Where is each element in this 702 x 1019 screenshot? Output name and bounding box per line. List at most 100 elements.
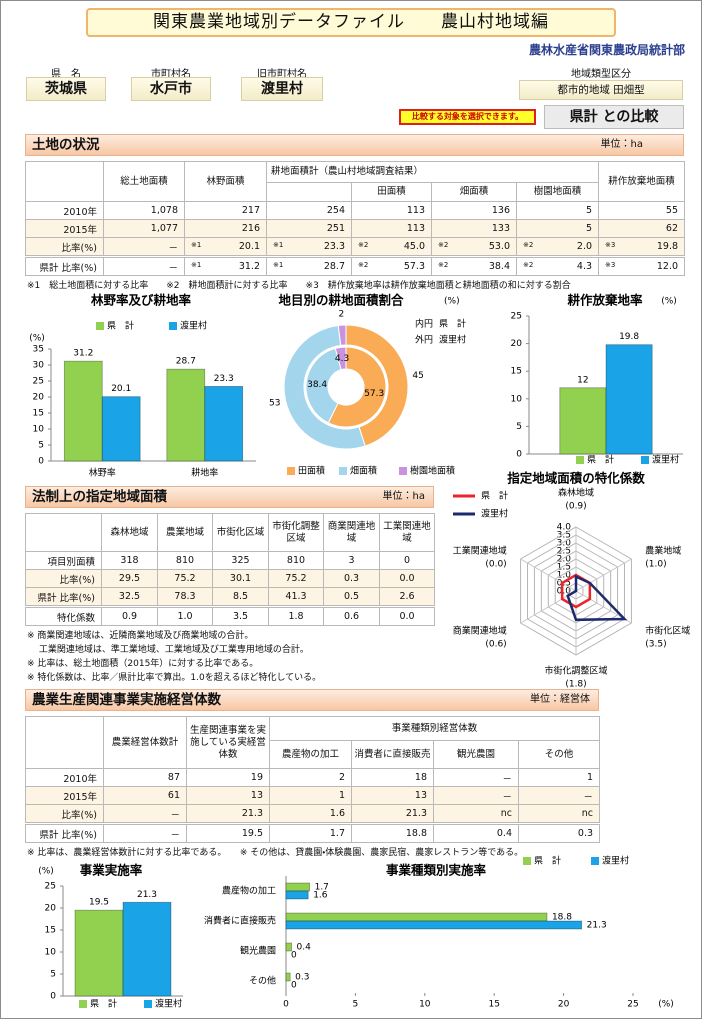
y-tick-label: 3.0 bbox=[557, 539, 572, 549]
cell-value: 53.0 bbox=[488, 241, 510, 252]
table-row: 2010年 87 19 2 18 － 1 bbox=[25, 768, 601, 787]
table-row: 比率(%) － 21.3 1.6 21.3 nc nc bbox=[25, 804, 601, 824]
cell-value: 0.3 bbox=[577, 828, 594, 839]
compare-button[interactable]: 県計 との比較 bbox=[544, 105, 684, 129]
cell-value: 28.7 bbox=[323, 261, 345, 272]
cell-value: 32.5 bbox=[118, 591, 141, 602]
y-tick-label: 15 bbox=[45, 926, 56, 936]
cell-value: 87 bbox=[167, 772, 180, 783]
cell-value: 5 bbox=[585, 205, 593, 216]
data-label: 0 bbox=[291, 981, 297, 991]
table-cell: 21.3 bbox=[186, 804, 270, 824]
cell-note: ※2 bbox=[523, 261, 534, 269]
y-tick-label: 観光農園 bbox=[240, 945, 276, 957]
cell-note: ※3 bbox=[605, 241, 616, 249]
donut-slice bbox=[305, 347, 342, 424]
section-header: 法制上の指定地域面積 単位：ha bbox=[25, 486, 434, 508]
table-cell: ※3 12.0 bbox=[598, 255, 686, 276]
y-tick-label: 30 bbox=[33, 361, 45, 371]
y-tick-label: 35 bbox=[33, 345, 44, 355]
y-tick-label: 0 bbox=[38, 457, 44, 467]
row-label: 比率(%) bbox=[25, 237, 104, 257]
value-label: (1.8) bbox=[565, 680, 586, 690]
table-cell: 1 bbox=[517, 768, 601, 787]
legend-swatch bbox=[96, 322, 104, 330]
table-cell: 41.3 bbox=[268, 587, 324, 607]
cell-value: － bbox=[168, 262, 178, 274]
x-tick-label: 10 bbox=[419, 1000, 431, 1010]
cell-value: nc bbox=[500, 808, 512, 819]
bar bbox=[204, 386, 244, 462]
cell-note: ※2 bbox=[438, 241, 449, 249]
cell-value: 75.2 bbox=[174, 573, 196, 584]
table-row: 比率(%) 29.5 75.2 30.1 75.2 0.3 0.0 bbox=[25, 569, 435, 588]
bar bbox=[285, 972, 291, 982]
header-cell: 工業関連地域 bbox=[379, 513, 435, 552]
cell-value: － bbox=[170, 809, 180, 821]
cell-value: 1.6 bbox=[329, 808, 345, 819]
value-label: (0.9) bbox=[565, 502, 586, 512]
bar bbox=[285, 912, 548, 922]
category-label: 市街化区域 bbox=[645, 625, 690, 637]
x-tick-label: 5 bbox=[353, 1000, 359, 1010]
header-cell: 消費者に直接販売 bbox=[351, 740, 434, 769]
field-value: 水戸市 bbox=[131, 77, 211, 101]
y-tick-label: 2.0 bbox=[557, 555, 572, 565]
cell-value: 3 bbox=[348, 555, 355, 566]
y-axis-label: (%) bbox=[29, 334, 45, 344]
table-cell: 325 bbox=[212, 551, 269, 570]
table-cell: 0.4 bbox=[433, 822, 519, 843]
header-cell: 耕作放棄地面積 bbox=[598, 161, 686, 202]
row-label: 比率(%) bbox=[25, 569, 102, 588]
legal-table: 森林地域 農業地域 市街化区域 市街化調整区域 商業関連地域 工業関連地域 項目別面積 31… bbox=[25, 513, 435, 626]
row-label: 2010年 bbox=[25, 201, 104, 220]
data-label: 21.3 bbox=[587, 921, 607, 931]
cell-value: 1,077 bbox=[150, 223, 178, 234]
section-title: 農業生産関連事業実施経営体数 bbox=[32, 692, 221, 708]
cell-value: 75.2 bbox=[285, 573, 307, 584]
cell-value: 41.3 bbox=[285, 591, 307, 602]
table-cell: 55 bbox=[598, 201, 686, 220]
bar bbox=[285, 890, 309, 900]
table-cell: 0.9 bbox=[101, 605, 158, 626]
header-cell: 林野面積 bbox=[184, 161, 267, 202]
data-label: 1.6 bbox=[313, 891, 328, 901]
category-label: 商業関連地域 bbox=[453, 625, 507, 637]
cell-value: 1.0 bbox=[177, 611, 193, 622]
x-tick-label: 耕地率 bbox=[191, 467, 218, 479]
data-label: 0.3 bbox=[295, 973, 309, 983]
y-tick-label: 25 bbox=[511, 312, 522, 322]
donut-slice bbox=[283, 324, 366, 450]
legend-swatch bbox=[287, 467, 295, 475]
legend-swatch bbox=[79, 1000, 87, 1008]
header-cell bbox=[25, 716, 104, 769]
table-cell: 21.3 bbox=[351, 804, 434, 824]
header-cell: 耕地面積計（農山村地域調査結果） bbox=[265, 161, 600, 183]
value-label: (0.6) bbox=[485, 640, 506, 650]
table-cell: 61 bbox=[103, 786, 187, 805]
table-cell: ※2 53.0 bbox=[431, 237, 517, 257]
y-tick-label: 2.5 bbox=[557, 547, 571, 557]
data-label: 21.3 bbox=[137, 890, 157, 900]
cell-value: 0.0 bbox=[399, 611, 415, 622]
cell-value: 61 bbox=[167, 790, 180, 801]
table-row: 県計 比率(%) － 19.5 1.7 18.8 0.4 0.3 bbox=[25, 822, 601, 843]
cell-note: ※3 bbox=[605, 261, 616, 269]
note: ※ 特化係数は、比率／県計比率で算出。1.0を超えるほど特化している。 bbox=[27, 673, 322, 683]
cell-note: ※1 bbox=[191, 241, 202, 249]
row-label: 県計 比率(%) bbox=[25, 587, 102, 607]
table-cell: 1.6 bbox=[269, 804, 352, 824]
data-label: 12 bbox=[577, 375, 588, 385]
business-table: 農業経営体数計 生産関連事業を実施している実経営体数 事業種類別経営体数 農産物の加… bbox=[25, 716, 601, 843]
x-tick-label: 15 bbox=[488, 1000, 499, 1010]
cell-value: － bbox=[168, 242, 178, 254]
table-cell: 13 bbox=[351, 786, 434, 805]
legend-swatch bbox=[169, 322, 177, 330]
cell-value: 810 bbox=[175, 555, 195, 566]
table-cell: ※2 38.4 bbox=[431, 255, 517, 276]
table-cell: 251 bbox=[266, 219, 352, 238]
x-tick-label: 20 bbox=[558, 1000, 570, 1010]
data-label: 19.5 bbox=[89, 898, 109, 908]
cell-value: 2 bbox=[338, 772, 345, 783]
